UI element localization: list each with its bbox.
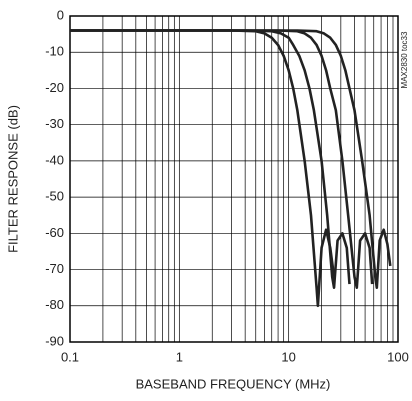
x-tick-label: 0.1 bbox=[61, 349, 79, 364]
x-tick-label: 1 bbox=[176, 349, 183, 364]
plot-frame bbox=[69, 15, 399, 343]
y-tick-label: -50 bbox=[45, 189, 64, 204]
y-tick-label: -20 bbox=[45, 80, 64, 95]
y-tick-label: 0 bbox=[57, 7, 64, 22]
y-tick-label: -70 bbox=[45, 261, 64, 276]
annotation: MAX2830 toc33 bbox=[400, 31, 409, 88]
curve bbox=[70, 29, 351, 289]
y-tick-label: -10 bbox=[45, 44, 64, 59]
y-tick-label: -60 bbox=[45, 225, 64, 240]
y-tick-label: -40 bbox=[45, 152, 64, 167]
y-tick-label: -90 bbox=[45, 333, 64, 348]
y-axis-label: FILTER RESPONSE (dB) bbox=[5, 105, 20, 253]
y-tick-label: -30 bbox=[45, 116, 64, 131]
curve bbox=[70, 29, 374, 289]
curve bbox=[70, 29, 336, 308]
x-tick-label: 100 bbox=[387, 349, 409, 364]
curve bbox=[70, 29, 392, 289]
y-tick-label: -80 bbox=[45, 297, 64, 312]
x-axis-label: BASEBAND FREQUENCY (MHz) bbox=[136, 376, 331, 391]
x-tick-label: 10 bbox=[281, 349, 295, 364]
